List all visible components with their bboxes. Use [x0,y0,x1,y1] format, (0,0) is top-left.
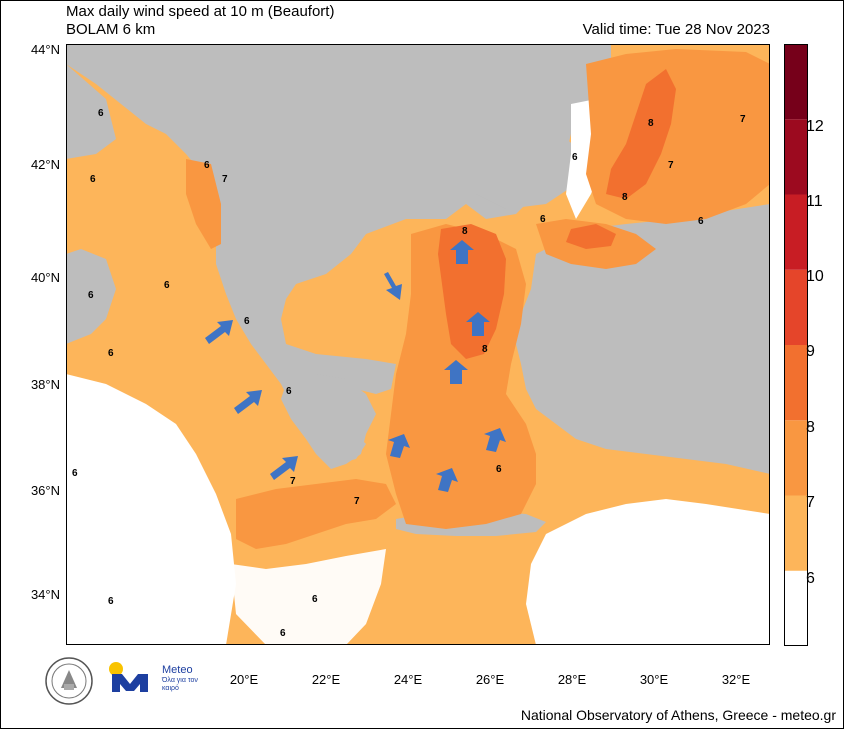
land-turkey [516,204,770,474]
contour-label: 6 [286,386,292,397]
land-italy [66,64,116,344]
colorbar-segment [784,194,808,270]
colorbar-segment [784,570,808,646]
lat-label: 40°N [30,270,60,285]
lon-label: 30°E [639,672,669,687]
contour-label: 6 [90,174,96,185]
wind-arrow [436,468,458,492]
wind-arrow [384,272,402,300]
contour-label: 6 [496,464,502,475]
wind-map: 6 6 6 6 6 6 6 6 6 6 6 6 7 7 7 7 7 8 8 8 … [66,44,770,645]
lon-label: 20°E [229,672,259,687]
model-label: BOLAM 6 km [66,21,156,38]
colorbar-segment [784,44,808,120]
contour-label: 6 [98,108,104,119]
contour-label: 7 [290,476,296,487]
lat-label: 38°N [30,377,60,392]
low-wind-south-east [526,499,770,645]
contour-label: 6 [204,160,210,171]
lon-label: 26°E [475,672,505,687]
lon-label: 28°E [557,672,587,687]
colorbar-label: 11 [806,193,823,210]
lon-label: 24°E [393,672,423,687]
colorbar-label: 12 [806,118,824,135]
bf7-south-ionian [236,479,396,549]
bf8-marmara [566,224,616,249]
bf8-north-aegean [438,224,506,359]
map-border [66,44,770,645]
land-peloponnese [281,374,376,469]
colorbar-label: 7 [806,494,815,511]
colorbar-label: 6 [806,570,815,587]
wind-arrow [450,240,474,264]
low-wind-central [231,549,386,645]
contour-label: 6 [72,468,78,479]
colorbar-segment [784,269,808,345]
colorbar-label: 10 [806,268,824,285]
contour-label: 6 [540,214,546,225]
low-wind-ionian [66,374,236,645]
wind-arrow [205,320,233,344]
contour-label: 6 [244,316,250,327]
colorbar-segment [784,420,808,496]
contour-label: 7 [668,160,674,171]
chart-title: Max daily wind speed at 10 m (Beaufort) [66,3,335,20]
contour-label: 6 [108,348,114,359]
contour-label: 6 [280,628,286,639]
colorbar [784,44,808,646]
contour-label: 8 [622,192,628,203]
lat-label: 36°N [30,483,60,498]
contour-label: 6 [698,216,704,227]
contour-label: 8 [462,226,468,237]
lat-label: 34°N [30,587,60,602]
colorbar-segment [784,345,808,421]
contour-label: 7 [740,114,746,125]
contour-label: 6 [88,290,94,301]
wind-arrow [270,456,298,480]
wind-arrows [205,240,506,492]
contour-label: 6 [108,596,114,607]
wind-arrow [466,312,490,336]
bf7-adriatic [186,159,221,249]
wind-arrow [484,428,506,452]
meteo-brand: Meteo [162,664,193,676]
wind-arrow [388,434,410,458]
contour-label-group: 6 6 6 6 6 6 6 6 6 6 6 6 7 7 7 7 7 8 8 8 … [72,108,746,639]
colorbar-border [784,44,808,646]
credit-line: National Observatory of Athens, Greece -… [520,707,836,723]
contour-label: 6 [312,594,318,605]
lon-label: 22°E [311,672,341,687]
lat-label: 44°N [30,42,60,57]
colorbar-segment [784,119,808,195]
contour-label: 6 [572,152,578,163]
contour-label: 7 [222,174,228,185]
lon-label: 32°E [721,672,751,687]
wind-arrow [234,390,262,414]
colorbar-label: 9 [806,343,815,360]
meteo-tagline: Όλα για τον καιρό [162,677,198,692]
land-bulgaria-east [466,134,586,209]
noa-seal-logo [45,657,93,705]
contour-label: 8 [648,118,654,129]
colorbar-label: 8 [806,419,815,436]
lat-label: 42°N [30,157,60,172]
contour-label: 6 [164,280,170,291]
bf7-black-sea [586,49,770,224]
contour-label: 7 [354,496,360,507]
meteo-logo [109,662,148,692]
wind-arrow [444,360,468,384]
bf8-black-sea [606,69,676,199]
contour-label: 8 [482,344,488,355]
valid-time: Valid time: Tue 28 Nov 2023 [582,21,770,38]
colorbar-segment [784,495,808,571]
land-balkans [66,44,611,464]
